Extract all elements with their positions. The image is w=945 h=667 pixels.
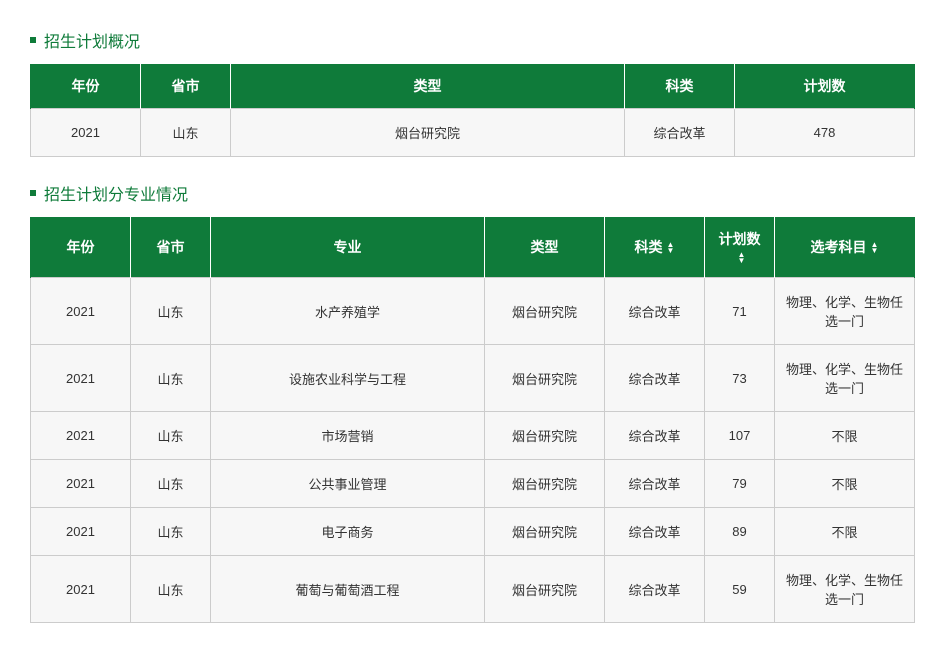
cell-province: 山东	[131, 412, 211, 460]
cell-province: 山东	[141, 109, 231, 157]
cell-subject: 物理、化学、生物任选一门	[775, 278, 915, 345]
th-category-label: 科类	[635, 239, 663, 255]
section1-title-text: 招生计划概况	[44, 28, 140, 52]
cell-subject: 不限	[775, 508, 915, 556]
table-row: 2021山东水产养殖学烟台研究院综合改革71物理、化学、生物任选一门	[31, 278, 915, 345]
cell-subject: 物理、化学、生物任选一门	[775, 556, 915, 623]
cell-year: 2021	[31, 345, 131, 412]
cell-major: 葡萄与葡萄酒工程	[211, 556, 485, 623]
cell-year: 2021	[31, 412, 131, 460]
cell-subject: 不限	[775, 412, 915, 460]
cell-type: 烟台研究院	[485, 460, 605, 508]
cell-plan-count: 71	[705, 278, 775, 345]
cell-subject: 物理、化学、生物任选一门	[775, 345, 915, 412]
bullet-icon	[30, 37, 36, 43]
cell-type: 烟台研究院	[485, 278, 605, 345]
cell-major: 公共事业管理	[211, 460, 485, 508]
cell-province: 山东	[131, 460, 211, 508]
th-type: 类型	[485, 217, 605, 278]
th-major: 专业	[211, 217, 485, 278]
section2-title: 招生计划分专业情况	[30, 181, 915, 205]
cell-type: 烟台研究院	[485, 345, 605, 412]
cell-plan-count: 107	[705, 412, 775, 460]
cell-plan-count: 89	[705, 508, 775, 556]
th-plan-count: 计划数	[735, 64, 915, 109]
cell-type: 烟台研究院	[485, 508, 605, 556]
table-row: 2021山东葡萄与葡萄酒工程烟台研究院综合改革59物理、化学、生物任选一门	[31, 556, 915, 623]
cell-category: 综合改革	[605, 556, 705, 623]
cell-province: 山东	[131, 345, 211, 412]
bullet-icon	[30, 190, 36, 196]
th-province: 省市	[131, 217, 211, 278]
cell-type: 烟台研究院	[485, 412, 605, 460]
th-plan-count-label: 计划数	[719, 231, 761, 247]
cell-plan-count: 59	[705, 556, 775, 623]
cell-category: 综合改革	[625, 109, 735, 157]
cell-subject: 不限	[775, 460, 915, 508]
cell-category: 综合改革	[605, 460, 705, 508]
cell-province: 山东	[131, 508, 211, 556]
table-row: 2021山东设施农业科学与工程烟台研究院综合改革73物理、化学、生物任选一门	[31, 345, 915, 412]
cell-type: 烟台研究院	[231, 109, 625, 157]
th-type: 类型	[231, 64, 625, 109]
table-row: 2021山东公共事业管理烟台研究院综合改革79不限	[31, 460, 915, 508]
table-row: 2021山东电子商务烟台研究院综合改革89不限	[31, 508, 915, 556]
th-category: 科类	[625, 64, 735, 109]
cell-category: 综合改革	[605, 278, 705, 345]
cell-major: 设施农业科学与工程	[211, 345, 485, 412]
cell-province: 山东	[131, 278, 211, 345]
cell-plan-count: 79	[705, 460, 775, 508]
sort-icon[interactable]	[871, 241, 879, 255]
cell-type: 烟台研究院	[485, 556, 605, 623]
overview-table: 年份 省市 类型 科类 计划数 2021 山东 烟台研究院 综合改革 478	[30, 64, 915, 157]
sort-icon[interactable]	[667, 241, 675, 255]
section2-title-text: 招生计划分专业情况	[44, 181, 188, 205]
cell-year: 2021	[31, 109, 141, 157]
th-plan-count[interactable]: 计划数	[705, 217, 775, 278]
cell-year: 2021	[31, 278, 131, 345]
cell-category: 综合改革	[605, 412, 705, 460]
th-category[interactable]: 科类	[605, 217, 705, 278]
cell-year: 2021	[31, 460, 131, 508]
cell-year: 2021	[31, 556, 131, 623]
overview-header-row: 年份 省市 类型 科类 计划数	[31, 64, 915, 109]
cell-year: 2021	[31, 508, 131, 556]
cell-category: 综合改革	[605, 345, 705, 412]
th-subject[interactable]: 选考科目	[775, 217, 915, 278]
section1-title: 招生计划概况	[30, 28, 915, 52]
cell-category: 综合改革	[605, 508, 705, 556]
cell-major: 水产养殖学	[211, 278, 485, 345]
cell-major: 市场营销	[211, 412, 485, 460]
table-row: 2021山东市场营销烟台研究院综合改革107不限	[31, 412, 915, 460]
major-table: 年份 省市 专业 类型 科类 计划数 选考科目 2021山东水产养殖学烟台研究院…	[30, 217, 915, 623]
sort-icon[interactable]	[738, 251, 746, 265]
cell-plan-count: 73	[705, 345, 775, 412]
th-subject-label: 选考科目	[811, 239, 867, 255]
th-year: 年份	[31, 217, 131, 278]
cell-major: 电子商务	[211, 508, 485, 556]
cell-plan-count: 478	[735, 109, 915, 157]
th-province: 省市	[141, 64, 231, 109]
major-header-row: 年份 省市 专业 类型 科类 计划数 选考科目	[31, 217, 915, 278]
th-year: 年份	[31, 64, 141, 109]
cell-province: 山东	[131, 556, 211, 623]
table-row: 2021 山东 烟台研究院 综合改革 478	[31, 109, 915, 157]
